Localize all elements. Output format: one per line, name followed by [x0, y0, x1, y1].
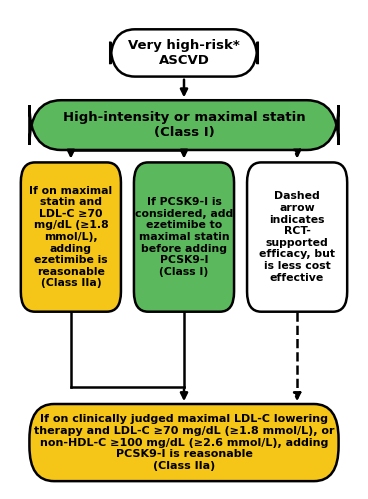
Text: Very high-risk*
ASCVD: Very high-risk* ASCVD: [128, 39, 240, 67]
FancyBboxPatch shape: [110, 29, 258, 76]
FancyBboxPatch shape: [247, 162, 347, 312]
Text: If on maximal
statin and
LDL-C ≥70
mg/dL (≥1.8
mmol/L),
adding
ezetimibe is
reas: If on maximal statin and LDL-C ≥70 mg/dL…: [29, 186, 113, 288]
FancyBboxPatch shape: [29, 404, 339, 481]
FancyBboxPatch shape: [29, 100, 339, 150]
Text: Dashed
arrow
indicates
RCT-
supported
efficacy, but
is less cost
effective: Dashed arrow indicates RCT- supported ef…: [259, 192, 335, 282]
Text: If PCSK9-I is
considered, add
ezetimibe to
maximal statin
before adding
PCSK9-I
: If PCSK9-I is considered, add ezetimibe …: [135, 197, 233, 277]
Text: High-intensity or maximal statin
(Class I): High-intensity or maximal statin (Class …: [63, 111, 305, 139]
Text: If on clinically judged maximal LDL-C lowering
therapy and LDL-C ≥70 mg/dL (≥1.8: If on clinically judged maximal LDL-C lo…: [34, 414, 334, 471]
FancyBboxPatch shape: [134, 162, 234, 312]
FancyBboxPatch shape: [21, 162, 121, 312]
